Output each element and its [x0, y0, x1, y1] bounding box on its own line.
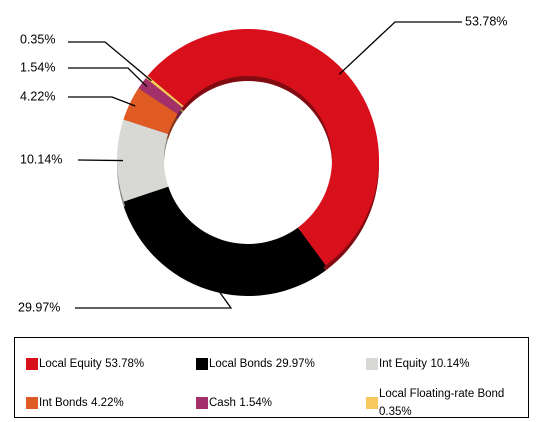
legend-label: Local Bonds [209, 358, 273, 370]
slice [116, 119, 169, 202]
data-label: 1.54% [20, 60, 55, 74]
legend-swatch [26, 397, 38, 409]
slice [123, 186, 326, 291]
legend-swatch [26, 358, 38, 370]
legend-label: Int Equity [379, 358, 427, 370]
legend-swatch [366, 358, 378, 370]
legend-label: Local Equity [39, 358, 102, 370]
slice [145, 75, 184, 108]
data-labels: 53.78% 29.97% 10.14% 4.22% 1.54% 0.35% [18, 14, 507, 314]
leader-line [68, 41, 152, 82]
leader-line [77, 159, 124, 162]
leader-line [75, 278, 233, 309]
leader-line [68, 96, 136, 107]
legend-swatch [196, 397, 208, 409]
legend-value: 10.14% [430, 358, 469, 370]
legend-box [14, 337, 529, 418]
data-label: 29.97% [18, 300, 60, 314]
legend-swatch [366, 397, 378, 409]
leader-line [68, 67, 148, 88]
legend-label: Local Floating-rate Bond [379, 388, 504, 400]
legend-label: Cash [209, 397, 236, 409]
legend-value: 53.78% [105, 358, 144, 370]
slice [138, 78, 183, 115]
data-label: 0.35% [20, 32, 55, 46]
legend-swatch [196, 358, 208, 370]
legend-label: Int Bonds [39, 397, 88, 409]
legend: Local Equity 53.78% Local Bonds 29.97% Int E… [26, 358, 504, 418]
data-label: 4.22% [20, 89, 55, 103]
leader-line [338, 21, 462, 75]
slice [147, 28, 380, 266]
data-label: 10.14% [20, 152, 62, 166]
donut [116, 28, 380, 296]
legend-value: 29.97% [276, 358, 315, 370]
legend-value: 4.22% [91, 397, 124, 409]
data-label: 53.78% [465, 14, 507, 28]
legend-value: 0.35% [379, 406, 412, 418]
legend-value: 1.54% [239, 397, 272, 409]
slice [123, 88, 178, 135]
